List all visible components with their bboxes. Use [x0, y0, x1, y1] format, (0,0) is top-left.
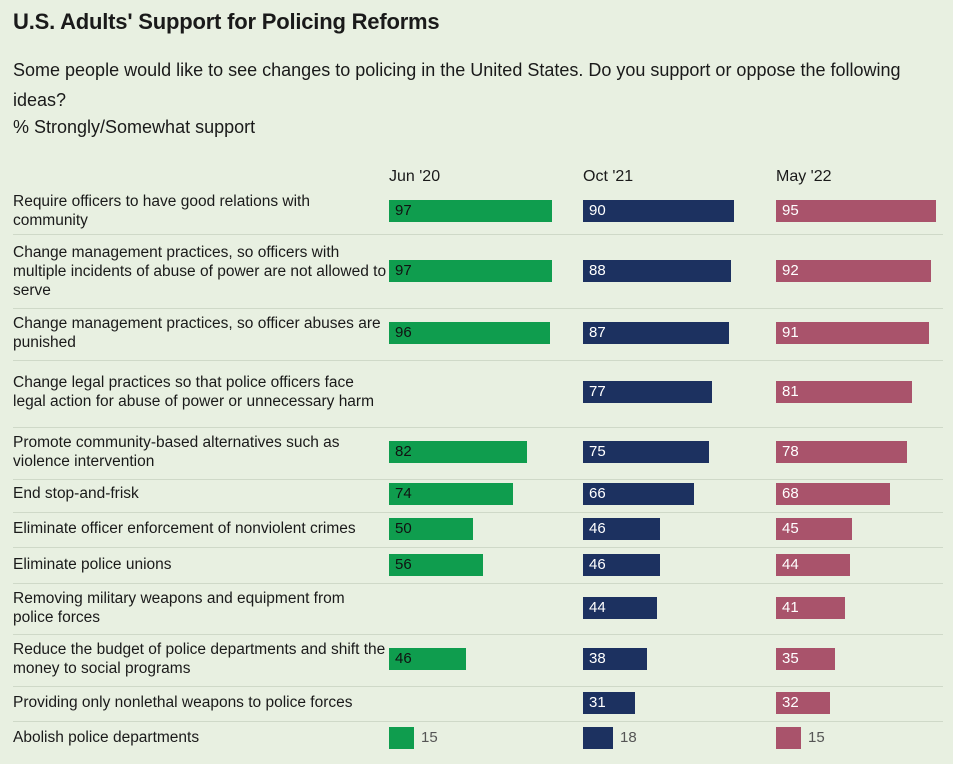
row-divider [13, 427, 943, 428]
bar-value-label: 78 [782, 443, 799, 460]
bar-oct21 [583, 482, 694, 505]
bar-may22 [776, 200, 936, 222]
chart-subtitle: Some people would like to see changes to… [13, 60, 901, 110]
bar-value-label: 44 [589, 599, 606, 616]
column-header-may22: May '22 [776, 168, 832, 185]
bar-oct21 [583, 381, 712, 403]
row-divider [13, 512, 943, 513]
row-label: Require officers to have good relations … [13, 193, 310, 229]
bar-value-label: 77 [589, 383, 606, 400]
bar-value-label: 56 [395, 555, 412, 573]
row-divider [13, 479, 943, 480]
bar-value-label: 97 [395, 262, 412, 279]
bar-jun20 [389, 441, 527, 463]
bar-value-label: 66 [589, 484, 606, 502]
bar-jun20 [389, 322, 550, 344]
bar-value-label: 50 [395, 519, 412, 537]
row-label: Change management practices, so officers… [13, 243, 387, 299]
bar-may22 [776, 553, 850, 576]
bar-value-label: 46 [589, 519, 606, 537]
bar-jun20 [389, 726, 414, 749]
column-header-oct21: Oct '21 [583, 168, 634, 185]
bar-may22 [776, 597, 845, 619]
bar-oct21 [583, 726, 613, 749]
bar-may22 [776, 381, 912, 403]
bar-value-label: 18 [620, 728, 637, 746]
bar-may22 [776, 441, 907, 463]
row-divider [13, 686, 943, 687]
bar-value-label: 31 [589, 693, 606, 711]
bar-value-label: 46 [395, 650, 412, 667]
bar-oct21 [583, 200, 734, 222]
bar-value-label: 88 [589, 262, 606, 279]
bar-oct21 [583, 517, 660, 540]
chart-measure-label: % Strongly/Somewhat support [13, 117, 256, 137]
bar-value-label: 96 [395, 324, 412, 341]
bar-value-label: 74 [395, 484, 412, 502]
bar-jun20 [389, 648, 466, 670]
row-divider [13, 360, 943, 361]
bar-may22 [776, 691, 830, 714]
bar-value-label: 87 [589, 324, 606, 341]
bar-value-label: 90 [589, 202, 606, 219]
row-label: Eliminate police unions [13, 556, 172, 573]
bar-value-label: 44 [782, 555, 799, 573]
bar-value-label: 91 [782, 324, 799, 341]
row-divider [13, 721, 943, 722]
bar-oct21 [583, 322, 729, 344]
row-divider [13, 308, 943, 309]
row-label: Promote community-based alternatives suc… [13, 434, 340, 470]
bar-jun20 [389, 200, 552, 222]
bar-value-label: 15 [808, 728, 825, 746]
bar-value-label: 41 [782, 599, 799, 616]
bar-jun20 [389, 553, 483, 576]
bar-oct21 [583, 648, 647, 670]
row-divider [13, 634, 943, 635]
row-label: Abolish police departments [13, 729, 200, 746]
row-label: Change legal practices so that police of… [13, 374, 375, 410]
bar-oct21 [583, 441, 709, 463]
bar-jun20 [389, 260, 552, 282]
row-label: End stop-and-frisk [13, 485, 139, 502]
bar-value-label: 68 [782, 484, 799, 502]
bar-may22 [776, 517, 852, 540]
bar-may22 [776, 322, 929, 344]
bar-value-label: 35 [782, 650, 799, 667]
row-divider [13, 583, 943, 584]
row-label: Change management practices, so officer … [13, 315, 381, 351]
bar-value-label: 81 [782, 383, 799, 400]
bar-may22 [776, 648, 835, 670]
bar-value-label: 75 [589, 443, 606, 460]
row-divider [13, 547, 943, 548]
bar-value-label: 45 [782, 519, 799, 537]
bar-value-label: 46 [589, 555, 606, 573]
bar-jun20 [389, 517, 473, 540]
bar-may22 [776, 260, 931, 282]
bar-value-label: 92 [782, 262, 799, 279]
bar-value-label: 38 [589, 650, 606, 667]
bar-oct21 [583, 597, 657, 619]
bar-oct21 [583, 260, 731, 282]
chart-title: U.S. Adults' Support for Policing Reform… [13, 9, 440, 34]
bar-value-label: 15 [421, 728, 438, 746]
bar-value-label: 97 [395, 202, 412, 219]
row-label: Removing military weapons and equipment … [13, 590, 345, 626]
row-label: Eliminate officer enforcement of nonviol… [13, 520, 356, 537]
column-header-jun20: Jun '20 [389, 168, 441, 185]
bar-oct21 [583, 691, 635, 714]
bar-may22 [776, 726, 801, 749]
bar-may22 [776, 482, 890, 505]
bar-oct21 [583, 553, 660, 576]
bar-value-label: 95 [782, 202, 799, 219]
bar-jun20 [389, 482, 513, 505]
bar-value-label: 32 [782, 693, 799, 711]
row-label: Providing only nonlethal weapons to poli… [13, 694, 353, 711]
row-label: Reduce the budget of police departments … [13, 641, 386, 677]
row-divider [13, 234, 943, 235]
bar-value-label: 82 [395, 443, 412, 460]
